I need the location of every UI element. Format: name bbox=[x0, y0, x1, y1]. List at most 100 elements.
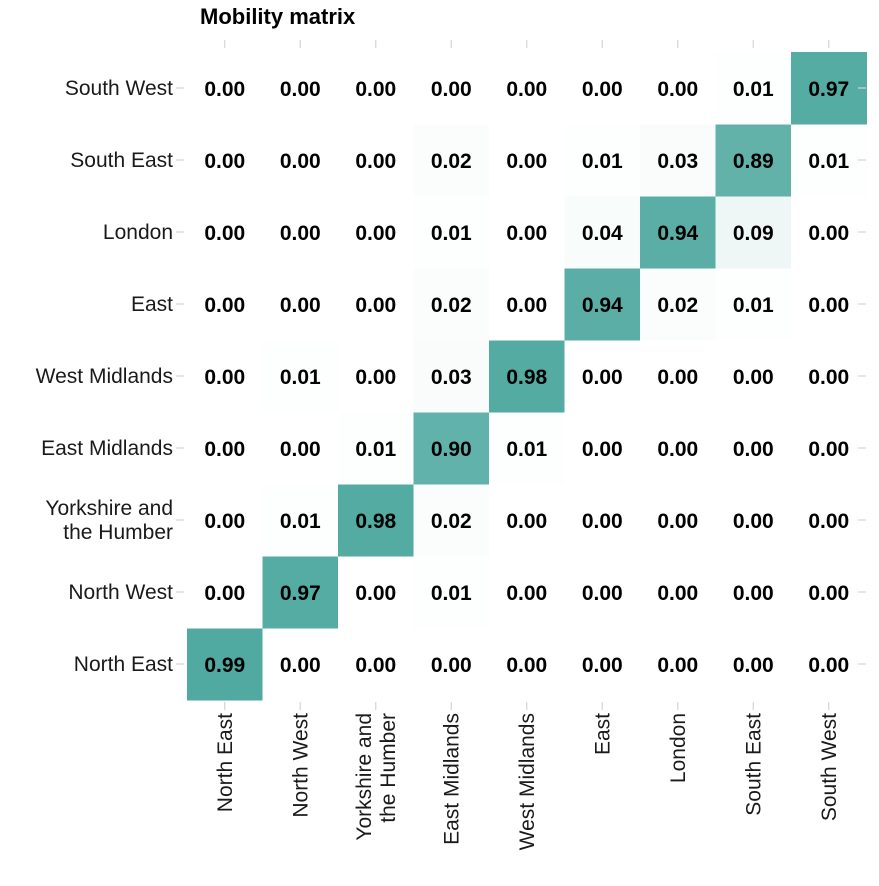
x-tick-label-london: London bbox=[667, 713, 690, 783]
heatmap-cell-south-west-to-north-west bbox=[262, 52, 339, 125]
cell-value-label: 0.01 bbox=[733, 294, 774, 317]
heatmap-cell-east-to-east-midlands bbox=[413, 268, 490, 341]
cell-value-label: 0.00 bbox=[506, 654, 547, 677]
chart-title: Mobility matrix bbox=[200, 4, 356, 29]
cell-value-label: 0.00 bbox=[506, 222, 547, 245]
heatmap-cell-east-to-north-west bbox=[262, 268, 339, 341]
heatmap-cell-north-west-to-london bbox=[640, 556, 716, 629]
heatmap-cell-east-to-east bbox=[564, 268, 641, 341]
cell-value-label: 0.00 bbox=[733, 510, 774, 533]
cell-value-label: 0.01 bbox=[355, 438, 396, 461]
cell-value-label: 0.00 bbox=[355, 222, 396, 245]
cell-value-label: 0.01 bbox=[280, 510, 321, 533]
heatmap-cell-north-east-to-london bbox=[640, 628, 716, 701]
heatmap-cell-north-west-to-north-west bbox=[262, 556, 339, 629]
cell-value-label: 0.09 bbox=[733, 222, 774, 245]
cell-value-label: 0.00 bbox=[506, 510, 547, 533]
heatmap-cell-north-east-to-south-east bbox=[715, 628, 792, 701]
y-tick-label-london: London bbox=[103, 221, 173, 244]
cell-value-label: 0.02 bbox=[657, 294, 698, 317]
cell-value-label: 0.00 bbox=[582, 438, 623, 461]
heatmap-cell-london-to-london bbox=[640, 196, 716, 269]
cell-value-label: 0.00 bbox=[506, 582, 547, 605]
heatmap-cell-west-midlands-to-north-west bbox=[262, 340, 339, 413]
cell-value-label: 0.01 bbox=[808, 150, 849, 173]
cell-value-label: 0.00 bbox=[733, 654, 774, 677]
x-tick-label-east: East bbox=[591, 713, 614, 755]
cell-value-label: 0.00 bbox=[657, 438, 698, 461]
heatmap-cell-north-west-to-east-midlands bbox=[413, 556, 490, 629]
cell-value-label: 0.00 bbox=[657, 78, 698, 101]
heatmap-cell-west-midlands-to-east bbox=[564, 340, 641, 413]
heatmap-cell-east-midlands-to-north-west bbox=[262, 412, 339, 485]
x-tick-label-south-west: South West bbox=[818, 713, 841, 821]
heatmap-cell-east-midlands-to-london bbox=[640, 412, 716, 485]
heatmap-cell-east-midlands-to-north-east bbox=[187, 412, 263, 485]
cell-value-label: 0.00 bbox=[582, 654, 623, 677]
heatmap-cell-north-east-to-north-west bbox=[262, 628, 339, 701]
cell-value-label: 0.00 bbox=[808, 366, 849, 389]
cell-value-label: 0.97 bbox=[280, 582, 321, 605]
cell-value-label: 0.00 bbox=[657, 366, 698, 389]
cell-value-label: 0.00 bbox=[506, 150, 547, 173]
heatmap-cell-east-to-north-east bbox=[187, 268, 263, 341]
cell-value-label: 0.00 bbox=[582, 582, 623, 605]
heatmap-cell-yorkshire-and-the-humber-to-yorkshire-and-the-humber bbox=[338, 484, 414, 557]
heatmap-cell-yorkshire-and-the-humber-to-east bbox=[564, 484, 641, 557]
heatmap-cell-north-west-to-south-east bbox=[715, 556, 792, 629]
y-tick-label-north-west: North West bbox=[68, 581, 173, 604]
cell-value-label: 0.00 bbox=[280, 222, 321, 245]
cell-value-label: 0.04 bbox=[582, 222, 623, 245]
y-tick-label-yorkshire-and-the-humber: Yorkshire and the Humber bbox=[45, 497, 173, 544]
y-tick-label-east: East bbox=[131, 293, 173, 316]
heatmap-cell-south-east-to-north-east bbox=[187, 124, 263, 197]
heatmap-cell-south-east-to-east bbox=[564, 124, 641, 197]
heatmap-cell-east-midlands-to-east-midlands bbox=[413, 412, 490, 485]
heatmap-cell-west-midlands-to-south-west bbox=[791, 340, 867, 413]
cell-value-label: 0.01 bbox=[506, 438, 547, 461]
heatmap-cell-north-east-to-north-east bbox=[187, 628, 263, 701]
heatmap-cell-south-east-to-yorkshire-and-the-humber bbox=[338, 124, 414, 197]
cell-value-label: 0.00 bbox=[355, 582, 396, 605]
cell-value-label: 0.97 bbox=[808, 78, 849, 101]
heatmap-cell-london-to-east-midlands bbox=[413, 196, 490, 269]
heatmap-cell-south-west-to-south-west bbox=[791, 52, 867, 125]
cell-value-label: 0.00 bbox=[204, 438, 245, 461]
heatmap-cell-north-east-to-yorkshire-and-the-humber bbox=[338, 628, 414, 701]
x-tick-label-east-midlands: East Midlands bbox=[440, 713, 463, 845]
heatmap-cell-yorkshire-and-the-humber-to-south-west bbox=[791, 484, 867, 557]
cell-value-label: 0.00 bbox=[582, 366, 623, 389]
heatmap-cell-south-west-to-yorkshire-and-the-humber bbox=[338, 52, 414, 125]
cell-value-label: 0.00 bbox=[808, 294, 849, 317]
cell-value-label: 0.00 bbox=[506, 78, 547, 101]
heatmap-cell-south-east-to-west-midlands bbox=[489, 124, 565, 197]
heatmap-cell-east-to-london bbox=[640, 268, 716, 341]
heatmap-cell-south-west-to-london bbox=[640, 52, 716, 125]
heatmap-cell-east-midlands-to-yorkshire-and-the-humber bbox=[338, 412, 414, 485]
heatmap-cell-east-to-south-east bbox=[715, 268, 792, 341]
heatmap-cell-north-east-to-east-midlands bbox=[413, 628, 490, 701]
cell-value-label: 0.02 bbox=[431, 294, 472, 317]
heatmap-cell-west-midlands-to-yorkshire-and-the-humber bbox=[338, 340, 414, 413]
cell-value-label: 0.00 bbox=[204, 78, 245, 101]
cell-value-label: 0.00 bbox=[808, 510, 849, 533]
cell-value-label: 0.01 bbox=[733, 78, 774, 101]
cell-value-label: 0.00 bbox=[582, 78, 623, 101]
heatmap-cell-london-to-south-east bbox=[715, 196, 792, 269]
cell-value-label: 0.00 bbox=[733, 438, 774, 461]
cell-value-label: 0.03 bbox=[657, 150, 698, 173]
cell-value-label: 0.00 bbox=[355, 654, 396, 677]
cell-value-label: 0.00 bbox=[808, 582, 849, 605]
heatmap-cell-yorkshire-and-the-humber-to-east-midlands bbox=[413, 484, 490, 557]
x-tick-label-north-west: North West bbox=[289, 713, 312, 818]
heatmap-cell-north-west-to-south-west bbox=[791, 556, 867, 629]
heatmap-cell-east-to-south-west bbox=[791, 268, 867, 341]
y-tick-label-east-midlands: East Midlands bbox=[41, 437, 173, 460]
x-tick-label-south-east: South East bbox=[742, 713, 765, 816]
heatmap-cell-london-to-east bbox=[564, 196, 641, 269]
heatmap-cell-yorkshire-and-the-humber-to-north-east bbox=[187, 484, 263, 557]
cell-value-label: 0.01 bbox=[582, 150, 623, 173]
cell-value-label: 0.00 bbox=[355, 294, 396, 317]
cell-value-label: 0.00 bbox=[582, 510, 623, 533]
cell-value-label: 0.00 bbox=[808, 654, 849, 677]
